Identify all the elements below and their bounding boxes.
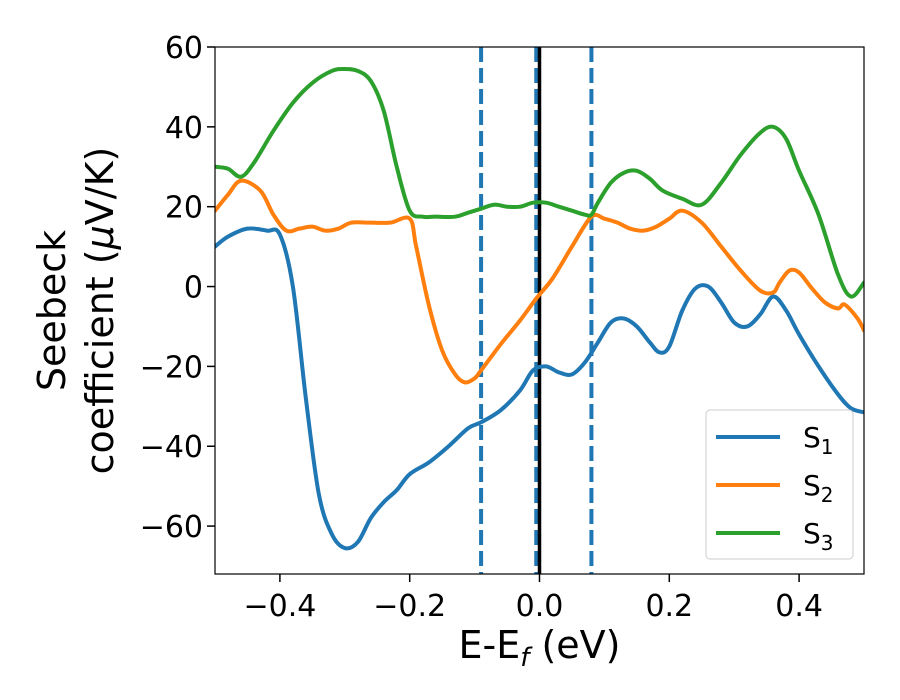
x-axis-label: E-Ef (eV) (459, 623, 621, 673)
y-tick-label: 0 (184, 271, 203, 306)
series-lines (215, 66, 864, 551)
x-tick-label: 0.0 (516, 589, 564, 624)
y-tick-label: −40 (140, 430, 203, 465)
legend-label-s2: S2 (803, 469, 834, 507)
y-tick-label: 20 (165, 191, 203, 226)
y-tick-label: 60 (165, 31, 203, 66)
legend-label-s3: S3 (803, 517, 834, 555)
series-line-s3 (215, 66, 864, 299)
legend-label-s1: S1 (803, 421, 834, 459)
y-tick-label: 40 (165, 111, 203, 146)
legend: S1 S2 S3 (705, 409, 854, 560)
y-axis-label: Seebeck coefficient (μV/K) (30, 147, 122, 475)
series-line-s2 (215, 178, 864, 385)
x-tick-label: −0.2 (373, 589, 446, 624)
y-axis-label-line1: Seebeck (30, 230, 74, 391)
y-axis-label-line2: coefficient (μV/K) (78, 147, 122, 475)
y-axis-ticks: −60 −40 −20 0 20 40 60 (140, 31, 215, 545)
reference-lines (479, 47, 594, 574)
x-tick-label: 0.2 (645, 589, 693, 624)
x-tick-label: 0.4 (775, 589, 823, 624)
series-line-s1 (215, 226, 864, 551)
y-tick-label: −20 (140, 350, 203, 385)
x-axis-ticks: −0.4 −0.2 0.0 0.2 0.4 (243, 574, 823, 624)
y-tick-label: −60 (140, 510, 203, 545)
x-tick-label: −0.4 (243, 589, 316, 624)
